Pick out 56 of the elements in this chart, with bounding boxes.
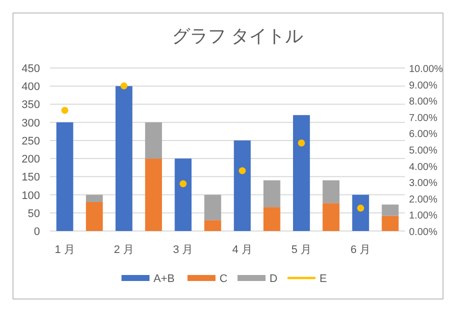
bar xyxy=(322,203,340,231)
bar xyxy=(352,194,370,231)
y2-tick-label: 8.00% xyxy=(409,96,438,108)
bar xyxy=(234,140,251,231)
y2-tick-label: 0.00% xyxy=(409,227,438,238)
point xyxy=(298,139,305,146)
y2-tick-label: 3.00% xyxy=(409,178,438,190)
bar xyxy=(263,207,280,231)
y-tick-label: 0 xyxy=(34,226,40,238)
bar xyxy=(382,204,399,216)
bar xyxy=(86,194,103,202)
bar xyxy=(56,122,74,231)
point xyxy=(180,180,187,188)
bar xyxy=(145,158,162,231)
legend-label: D xyxy=(270,273,278,285)
bar xyxy=(174,158,192,231)
bar xyxy=(322,180,340,204)
y2-tick-label: 9.00% xyxy=(409,80,438,92)
bar xyxy=(145,122,162,159)
x-tick-label: 3 月 xyxy=(173,244,194,256)
legend-label: A+B xyxy=(154,273,175,285)
y2-tick-label: 5.00% xyxy=(409,146,438,156)
y-tick-label: 50 xyxy=(28,208,40,220)
point xyxy=(120,82,128,90)
y2-tick-label: 7.00% xyxy=(409,112,438,124)
y-tick-label: 100 xyxy=(22,190,40,202)
y2-tick-label: 2.00% xyxy=(409,194,438,206)
x-tick-label: 1 月 xyxy=(54,244,75,256)
point xyxy=(357,204,364,212)
y2-tick-label: 6.00% xyxy=(409,129,438,140)
y-tick-label: 200 xyxy=(22,154,40,166)
y2-tick-label: 4.00% xyxy=(409,162,438,173)
bar xyxy=(116,86,132,231)
y-tick-label: 300 xyxy=(22,117,40,130)
y2-tick-label: 10.00% xyxy=(409,64,444,75)
legend-label: C xyxy=(220,273,228,285)
bar xyxy=(204,194,222,220)
bar xyxy=(382,216,399,231)
x-tick-label: 6 月 xyxy=(350,244,371,256)
y-tick-label: 400 xyxy=(22,81,40,94)
y-tick-label: 450 xyxy=(22,63,40,75)
bar xyxy=(86,202,103,231)
bar xyxy=(293,115,310,231)
x-tick-label: 4 月 xyxy=(232,244,252,256)
chart-title: グラフ タイトル xyxy=(172,26,304,46)
y2-tick-label: 1.00% xyxy=(409,210,438,222)
y-tick-label: 250 xyxy=(22,135,40,148)
y-tick-label: 150 xyxy=(22,172,40,184)
y-tick-label: 350 xyxy=(22,99,40,112)
bar xyxy=(204,220,222,231)
point xyxy=(238,167,246,174)
x-tick-label: 5 月 xyxy=(291,244,312,256)
x-tick-label: 2 月 xyxy=(114,244,134,256)
point xyxy=(61,106,68,114)
bar xyxy=(263,180,280,208)
legend-label: E xyxy=(320,273,327,285)
